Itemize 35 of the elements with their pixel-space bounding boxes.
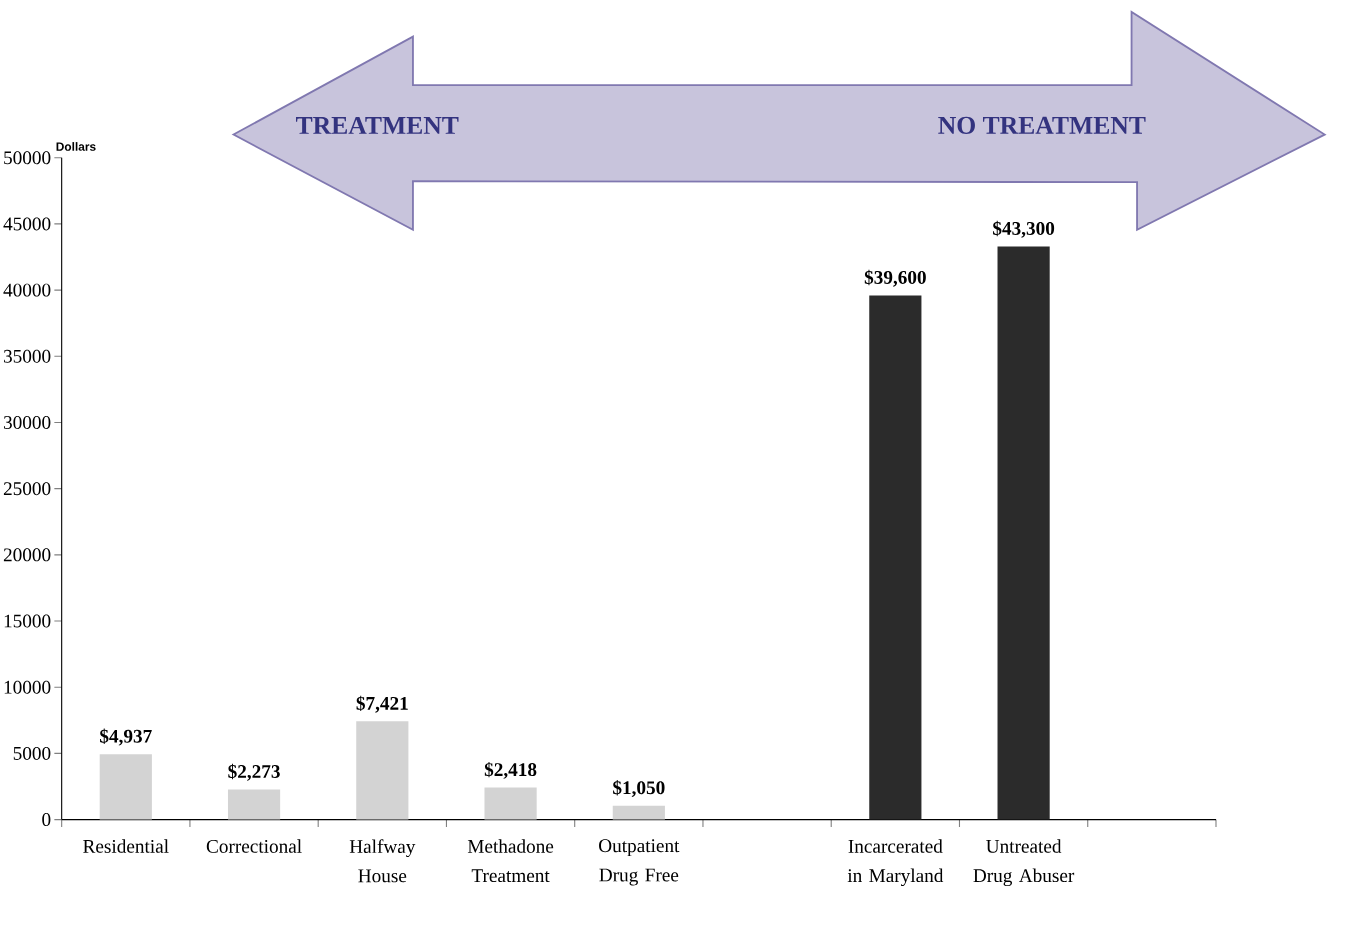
text: NO TREATMENT bbox=[938, 116, 1146, 134]
x-tick-label: Untreated Drug Abuser bbox=[973, 839, 1075, 886]
x-tick-label: Halfway House bbox=[349, 839, 416, 883]
bar bbox=[869, 295, 922, 820]
y-tick-label: 25000 bbox=[3, 481, 51, 495]
x-tick-label: Residential bbox=[83, 839, 169, 853]
bar bbox=[227, 789, 281, 820]
bar bbox=[612, 805, 665, 820]
data-label: $2,418 bbox=[484, 761, 537, 779]
y-axis-title: Dollars bbox=[56, 141, 96, 151]
y-tick-label: 50000 bbox=[4, 151, 51, 164]
bar bbox=[484, 787, 537, 820]
data-label: $4,937 bbox=[100, 728, 152, 746]
data-label: $2,273 bbox=[228, 763, 280, 781]
bar bbox=[997, 246, 1050, 820]
data-label: $7,421 bbox=[356, 695, 408, 713]
y-tick-label: 20000 bbox=[3, 548, 51, 562]
x-tick-label: Methadone Treatment bbox=[467, 839, 554, 882]
x-tick-label: Outpatient Drug Free bbox=[599, 839, 680, 886]
bar bbox=[99, 754, 152, 820]
y-tick-label: 45000 bbox=[3, 217, 51, 231]
text: TREATMENT bbox=[296, 116, 459, 134]
y-tick-label: 40000 bbox=[3, 283, 51, 297]
bar bbox=[356, 721, 409, 820]
y-tick-label: 0 bbox=[42, 812, 51, 826]
data-label: $39,600 bbox=[864, 269, 926, 287]
y-tick-label: 5000 bbox=[13, 746, 51, 760]
x-tick-label: Correctional bbox=[206, 839, 302, 853]
y-tick-label: 10000 bbox=[4, 680, 51, 694]
x-tick-label: Incarcerated in Maryland bbox=[847, 839, 944, 886]
y-tick-label: 35000 bbox=[3, 349, 51, 363]
y-tick-label: 30000 bbox=[3, 415, 51, 429]
data-label: $1,050 bbox=[613, 779, 665, 797]
data-label: $43,300 bbox=[993, 220, 1055, 238]
y-tick-label: 15000 bbox=[4, 614, 51, 628]
